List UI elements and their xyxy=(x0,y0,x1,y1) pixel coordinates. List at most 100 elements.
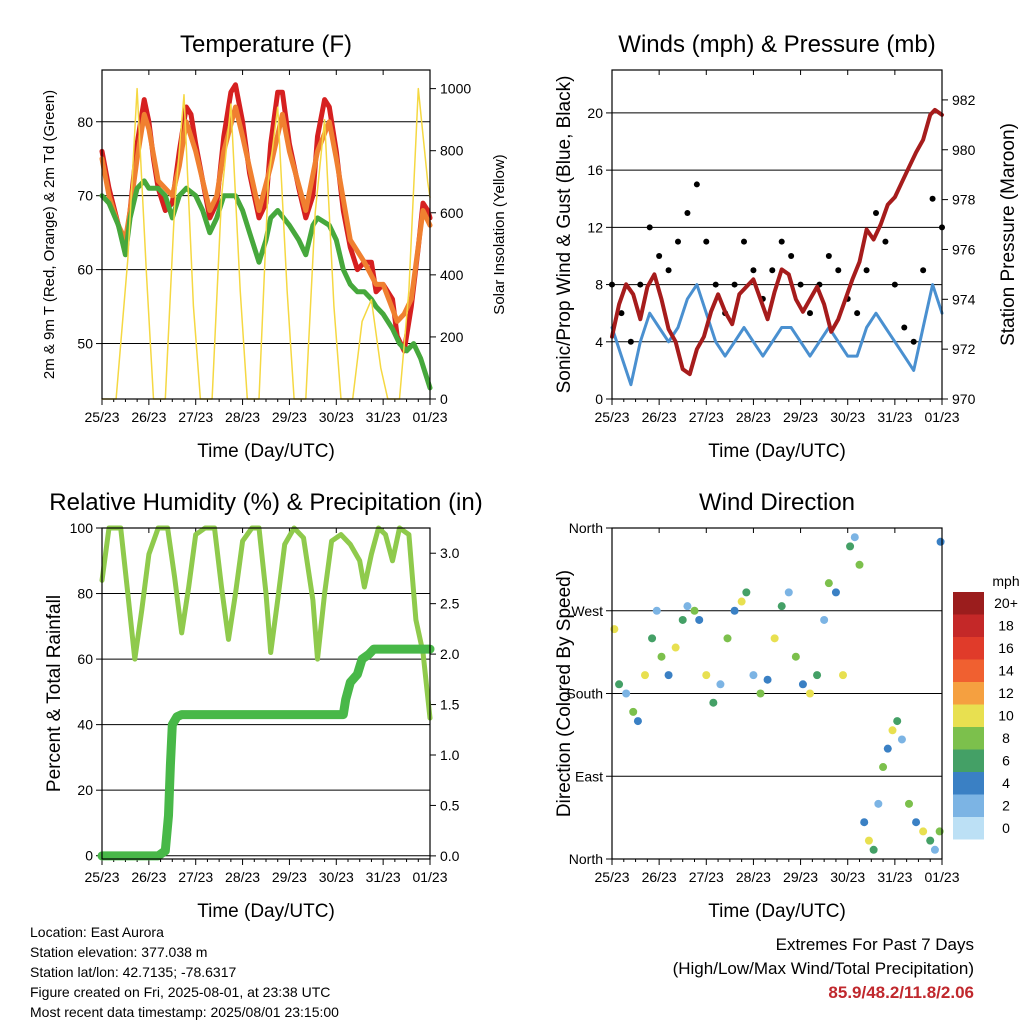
chart4-direction-point xyxy=(641,671,649,680)
chart3-y2tick-label: 2.0 xyxy=(440,646,460,662)
chart2-title: Winds (mph) & Pressure (mb) xyxy=(618,31,935,58)
chart4-direction-point xyxy=(813,671,822,680)
chart1-xtick-label: 30/23 xyxy=(319,409,354,425)
chart4-direction-point xyxy=(709,698,718,707)
chart4-direction-point xyxy=(806,689,814,698)
chart2-xtick-label: 27/23 xyxy=(689,409,724,425)
chart3-y2tick-label: 1.5 xyxy=(440,697,460,713)
chart4-direction-point xyxy=(633,717,642,726)
chart3-ytick-label: 20 xyxy=(77,782,93,798)
chart4-direction-point xyxy=(798,680,807,689)
chart4-direction-point xyxy=(622,689,631,698)
chart4-direction-point xyxy=(777,602,786,611)
chart4-xtick-label: 29/23 xyxy=(783,869,818,885)
chart3-frame xyxy=(101,527,431,860)
chart4-direction-point xyxy=(770,634,779,643)
chart3-series-precipitation xyxy=(97,644,435,861)
chart1-ytick-label: 60 xyxy=(77,262,93,278)
chart4-direction-point xyxy=(657,652,666,661)
chart2-gust-point xyxy=(703,238,710,245)
chart2-gust-point xyxy=(873,210,879,217)
chart4-legend-title: mph xyxy=(992,573,1019,589)
chart4-direction-point xyxy=(749,671,758,680)
chart4-direction-point xyxy=(723,634,732,643)
chart2-ytick-label: 8 xyxy=(595,277,603,293)
chart4-direction-point xyxy=(652,606,661,615)
chart4-legend-swatch xyxy=(953,637,984,660)
chart2-gust-point xyxy=(750,267,757,274)
chart4-direction-point xyxy=(874,799,883,808)
chart4-direction-point xyxy=(869,845,878,854)
chart4-direction-point xyxy=(919,827,928,836)
chart4-direction-point xyxy=(648,634,657,643)
chart2-xtick-label: 31/23 xyxy=(877,409,912,425)
chart4-legend-swatch xyxy=(953,682,984,705)
chart2-gust-point xyxy=(665,267,672,274)
chart1-y2tick-label: 1000 xyxy=(440,81,471,97)
chart2-xlabel: Time (Day/UTC) xyxy=(708,441,846,462)
chart4-ytick-label: West xyxy=(571,603,603,619)
chart4-ytick-label: East xyxy=(575,768,603,784)
chart2-series-wind xyxy=(610,283,944,387)
chart4-ylabel: Direction (Colored By Speed) xyxy=(554,570,575,817)
chart2-gust-point xyxy=(684,210,691,217)
chart4-legend-label: 20+ xyxy=(994,595,1018,611)
chart3-xtick-label: 31/23 xyxy=(366,869,401,885)
chart4-legend-label: 14 xyxy=(998,663,1014,679)
chart4-direction-point xyxy=(860,818,869,827)
extremes-values: 85.9/48.2/11.8/2.06 xyxy=(828,983,974,1002)
station-latlon: Station lat/lon: 42.7135; -78.6317 xyxy=(30,964,237,980)
chart2-gust-point xyxy=(910,338,917,345)
chart2-xtick-label: 26/23 xyxy=(642,409,677,425)
chart4-legend-label: 8 xyxy=(1002,730,1010,746)
chart2-gust-point xyxy=(731,281,738,288)
chart4-direction-point xyxy=(883,744,892,753)
chart2-ytick-label: 4 xyxy=(595,334,603,350)
chart4-ytick-label: North xyxy=(569,851,603,867)
chart2-xtick-label: 28/23 xyxy=(736,409,771,425)
chart4-direction-point xyxy=(855,560,864,569)
chart2-gust-point xyxy=(797,281,804,288)
chart4-direction-point xyxy=(864,836,873,845)
chart4-direction-point xyxy=(912,818,921,827)
chart2-gust-point xyxy=(741,238,747,245)
chart4-direction-point xyxy=(791,652,800,661)
chart2-y2tick-label: 970 xyxy=(952,391,976,407)
chart1-series-1 xyxy=(99,104,433,324)
chart4-xtick-label: 26/23 xyxy=(642,869,677,885)
chart4-direction-point xyxy=(716,680,725,689)
chart4-direction-point xyxy=(683,602,692,611)
chart2-xtick-label: 30/23 xyxy=(830,409,865,425)
chart3-y2tick-label: 3.0 xyxy=(440,545,460,561)
chart4-legend-label: 4 xyxy=(1002,775,1010,791)
chart4-ytick-label: South xyxy=(566,686,603,702)
chart4-direction-point xyxy=(756,689,765,698)
most-recent-timestamp: Most recent data timestamp: 2025/08/01 2… xyxy=(30,1004,339,1020)
chart4-legend-swatch xyxy=(953,659,984,682)
chart3-xtick-label: 26/23 xyxy=(131,869,166,885)
chart2-gust-point xyxy=(769,267,776,274)
chart4-legend-swatch xyxy=(953,704,984,727)
chart4-direction-point xyxy=(926,836,935,845)
chart4-xtick-label: 27/23 xyxy=(689,869,724,885)
chart3-xtick-label: 25/23 xyxy=(84,869,119,885)
chart4-direction-point xyxy=(629,707,638,716)
chart3-ytick-label: 40 xyxy=(77,717,93,733)
chart2-y2tick-label: 972 xyxy=(952,341,976,357)
chart2-ytick-label: 20 xyxy=(587,105,603,121)
chart4-direction-point xyxy=(839,671,847,680)
chart3-series-relative-humidity xyxy=(99,525,433,721)
chart4-direction-point xyxy=(893,717,902,726)
chart2-gust-point xyxy=(637,281,644,288)
chart4-direction-point xyxy=(730,606,739,615)
chart2-gust-point xyxy=(712,281,719,288)
chart2-ytick-label: 0 xyxy=(595,391,603,407)
chart1-y2tick-label: 800 xyxy=(440,143,464,159)
chart2-ytick-label: 12 xyxy=(587,219,603,235)
chart4-legend-swatch xyxy=(953,772,984,795)
chart2-series-pressure xyxy=(610,107,944,377)
chart1-frame xyxy=(101,69,431,400)
chart4-direction-point xyxy=(690,606,699,615)
extremes-legend: (High/Low/Max Wind/Total Precipitation) xyxy=(672,959,974,978)
chart4-direction-point xyxy=(615,680,624,689)
